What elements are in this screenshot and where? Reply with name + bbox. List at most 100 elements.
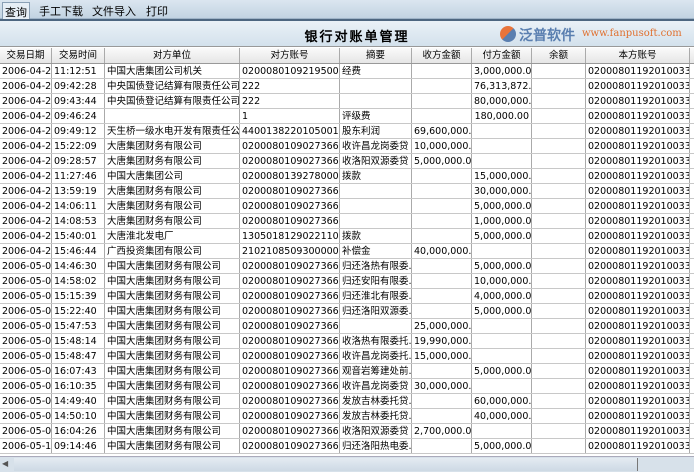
cell-time: 15:15:39	[52, 289, 105, 303]
table-row[interactable]: 2006-04-29 09:28:57 大唐集团财务有限公司 020008010902…	[0, 154, 694, 169]
cell-credit-amount	[412, 409, 472, 423]
table-row[interactable]: 2006-05-09 14:49:40 中国大唐集团财务有限公司 0200080109…	[0, 394, 694, 409]
cell-credit-amount	[412, 229, 472, 243]
column-header-summary[interactable]: 摘要	[340, 48, 412, 63]
cell-counterparty-account: 0200080109027366666	[242, 379, 340, 393]
cell-own-account: 0200080119201003350	[586, 124, 690, 138]
table-row[interactable]: 2006-05-08 15:48:47 中国大唐集团财务有限公司 0200080109…	[0, 349, 694, 364]
cell-counterparty-account: 0200080139278000376	[242, 169, 340, 183]
table-row[interactable]: 2006-04-29 14:08:53 大唐集团财务有限公司 020008010902…	[0, 214, 694, 229]
cell-time: 14:50:10	[52, 409, 105, 423]
cell-credit-amount	[412, 289, 472, 303]
cell-summary: 发放吉林委托贷...	[342, 409, 412, 423]
cell-summary: 归还洛热有限委...	[342, 259, 412, 273]
table-row[interactable]: 2006-04-25 09:43:44 中央国债登记结算有限责任公司 222 80,00…	[0, 94, 694, 109]
column-header-counterparty-account[interactable]: 对方账号	[240, 48, 340, 63]
cell-own-account: 0200080119201003350	[586, 319, 690, 333]
table-row[interactable]: 2006-04-29 13:59:19 大唐集团财务有限公司 020008010902…	[0, 184, 694, 199]
table-row[interactable]: 2006-05-08 15:22:40 中国大唐集团财务有限公司 0200080109…	[0, 304, 694, 319]
table-row[interactable]: 2006-05-10 09:14:46 中国大唐集团财务有限公司 0200080109…	[0, 439, 694, 454]
table-row[interactable]: 2006-04-29 15:46:44 广西投资集团有限公司 210210850930…	[0, 244, 694, 259]
cell-debit-amount	[472, 379, 532, 393]
cell-credit-amount	[412, 394, 472, 408]
table-row[interactable]: 2006-05-08 14:46:30 中国大唐集团财务有限公司 0200080109…	[0, 259, 694, 274]
menu-print[interactable]: 打印	[146, 5, 168, 18]
cell-counterparty: 天生桥一级水电开发有限责任公司	[107, 124, 240, 138]
scrollbar-thumb[interactable]	[14, 458, 638, 471]
cell-credit-amount	[412, 169, 472, 183]
cell-balance	[532, 79, 586, 93]
cell-balance	[532, 124, 586, 138]
scroll-left-icon[interactable]: ◀	[2, 459, 9, 468]
cell-own-account: 0200080119201003350	[586, 64, 690, 78]
table-row[interactable]: 2006-05-09 16:04:26 中国大唐集团财务有限公司 0200080109…	[0, 424, 694, 439]
cell-summary: 收洛热有限委托...	[342, 334, 412, 348]
cell-balance	[532, 169, 586, 183]
table-row[interactable]: 2006-05-08 15:47:53 中国大唐集团财务有限公司 0200080109…	[0, 319, 694, 334]
cell-credit-amount	[412, 439, 472, 453]
cell-credit-amount	[412, 364, 472, 378]
column-header-time[interactable]: 交易时间	[52, 48, 105, 63]
table-row[interactable]: 2006-04-26 09:49:12 天生桥一级水电开发有限责任公司 4400138…	[0, 124, 694, 139]
cell-balance	[532, 364, 586, 378]
cell-counterparty: 大唐集团财务有限公司	[105, 214, 240, 228]
horizontal-scrollbar[interactable]: ◀	[0, 456, 694, 472]
table-row[interactable]: 2006-04-29 15:40:01 大唐淮北发电厂 130501812902211…	[0, 229, 694, 244]
table-row[interactable]: 2006-05-08 14:58:02 中国大唐集团财务有限公司 0200080109…	[0, 274, 694, 289]
column-header-credit-amount[interactable]: 收方金额	[412, 48, 472, 63]
cell-credit-amount	[412, 79, 472, 93]
cell-credit-amount	[412, 304, 472, 318]
cell-balance	[532, 289, 586, 303]
table-row[interactable]: 2006-04-27 15:22:09 大唐集团财务有限公司 020008010902…	[0, 139, 694, 154]
cell-time: 15:22:40	[52, 304, 105, 318]
cell-credit-amount: 19,990,000.00	[414, 334, 472, 348]
divider	[0, 19, 694, 21]
cell-date: 2006-04-29	[2, 184, 52, 198]
cell-date: 2006-04-29	[2, 244, 52, 258]
cell-counterparty	[105, 109, 240, 123]
table-row[interactable]: 2006-05-08 15:15:39 中国大唐集团财务有限公司 0200080109…	[0, 289, 694, 304]
table-row[interactable]: 2006-04-29 11:27:46 中国大唐集团公司 02000801392780…	[0, 169, 694, 184]
menu-manual-download[interactable]: 手工下载	[39, 5, 83, 18]
table-row[interactable]: 2006-04-25 09:46:24 1 评级费 180,000.00 02000801…	[0, 109, 694, 124]
table-row[interactable]: 2006-05-08 16:07:43 中国大唐集团财务有限公司 0200080109…	[0, 364, 694, 379]
cell-balance	[532, 94, 586, 108]
menu-query[interactable]: 查询	[2, 2, 30, 22]
table-row[interactable]: 2006-04-25 09:42:28 中央国债登记结算有限责任公司 222 76,31…	[0, 79, 694, 94]
cell-counterparty: 中国大唐集团财务有限公司	[105, 349, 240, 363]
cell-counterparty-account: 0200080109027366666	[242, 364, 340, 378]
cell-summary	[340, 199, 412, 213]
cell-balance	[532, 229, 586, 243]
column-header-counterparty[interactable]: 对方单位	[105, 48, 240, 63]
cell-summary: 归还安阳有限委...	[342, 274, 412, 288]
table-row[interactable]: 2006-05-08 16:10:35 中国大唐集团财务有限公司 0200080109…	[0, 379, 694, 394]
menu-file-import[interactable]: 文件导入	[92, 5, 136, 18]
cell-own-account: 0200080119201003350	[586, 289, 690, 303]
cell-counterparty: 中国大唐集团财务有限公司	[105, 334, 240, 348]
table-row[interactable]: 2006-04-24 11:12:51 中国大唐集团公司机关 020008010921…	[0, 64, 694, 79]
cell-time: 14:08:53	[52, 214, 105, 228]
cell-counterparty-account: 2102108509300000808	[242, 244, 340, 258]
cell-date: 2006-04-29	[2, 169, 52, 183]
cell-time: 15:48:14	[52, 334, 105, 348]
table-row[interactable]: 2006-05-08 15:48:14 中国大唐集团财务有限公司 0200080109…	[0, 334, 694, 349]
cell-own-account: 0200080119201003350	[586, 79, 690, 93]
table-row[interactable]: 2006-04-29 14:06:11 大唐集团财务有限公司 020008010902…	[0, 199, 694, 214]
cell-date: 2006-05-08	[2, 349, 52, 363]
cell-balance	[532, 184, 586, 198]
cell-debit-amount: 15,000,000.00	[474, 169, 532, 183]
cell-date: 2006-05-08	[2, 319, 52, 333]
logo-icon	[500, 26, 516, 42]
cell-date: 2006-05-08	[2, 334, 52, 348]
column-header-balance[interactable]: 余额	[532, 48, 586, 63]
cell-date: 2006-04-24	[2, 64, 52, 78]
cell-credit-amount: 40,000,000.00	[414, 244, 472, 258]
cell-date: 2006-05-10	[2, 439, 52, 453]
cell-date: 2006-04-29	[2, 154, 52, 168]
column-header-date[interactable]: 交易日期	[0, 48, 52, 63]
column-header-debit-amount[interactable]: 付方金额	[472, 48, 532, 63]
column-header-own-account[interactable]: 本方账号	[586, 48, 690, 63]
cell-time: 16:10:35	[52, 379, 105, 393]
cell-counterparty-account: 222	[240, 79, 340, 93]
table-row[interactable]: 2006-05-09 14:50:10 中国大唐集团财务有限公司 0200080109…	[0, 409, 694, 424]
